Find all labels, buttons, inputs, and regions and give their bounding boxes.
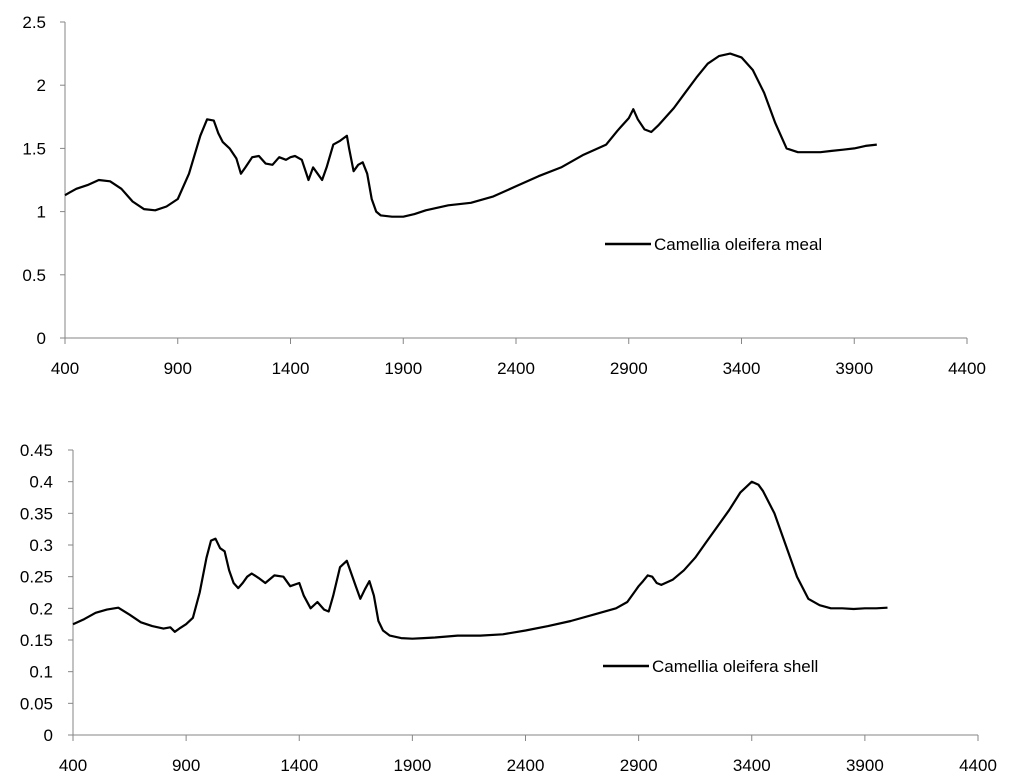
- y-tick-label: 0.4: [29, 473, 53, 492]
- legend-label: Camellia oleifera meal: [654, 235, 822, 254]
- y-tick-label: 0.2: [29, 599, 53, 618]
- legend: Camellia oleifera shell: [603, 657, 818, 676]
- y-tick-label: 0: [37, 329, 46, 348]
- x-tick-label: 3400: [723, 359, 761, 378]
- x-tick-label: 1400: [280, 756, 318, 775]
- y-tick-label: 0.3: [29, 536, 53, 555]
- x-tick-label: 3900: [835, 359, 873, 378]
- y-tick-label: 0: [44, 726, 53, 745]
- x-tick-label: 400: [51, 359, 79, 378]
- chart-shell: 0 0.05 0.1 0.15 0.2 0.25 0.3 0.35 0.4 0.45 400 900 1…: [20, 441, 997, 775]
- x-tick-label: 2400: [497, 359, 535, 378]
- x-tick-label: 2900: [620, 756, 658, 775]
- x-tick-label: 3400: [733, 756, 771, 775]
- x-tick-label: 900: [172, 756, 200, 775]
- series-line-0: [72, 480, 888, 640]
- x-tick-label: 4400: [948, 359, 986, 378]
- x-tick-label: 4400: [959, 756, 997, 775]
- y-tick-label: 1.5: [22, 139, 46, 158]
- y-tick-label: 2: [37, 76, 46, 95]
- y-tick-label: 2.5: [22, 13, 46, 32]
- y-tick-label: 1: [37, 203, 46, 222]
- x-tick-label: 2400: [507, 756, 545, 775]
- x-tick-label: 2900: [610, 359, 648, 378]
- y-tick-label: 0.25: [20, 568, 53, 587]
- y-tick-label: 0.45: [20, 441, 53, 460]
- x-tick-label: 1900: [393, 756, 431, 775]
- legend: Camellia oleifera meal: [605, 235, 822, 254]
- y-tick-label: 0.15: [20, 631, 53, 650]
- legend-label: Camellia oleifera shell: [652, 657, 818, 676]
- x-tick-label: 3900: [846, 756, 884, 775]
- series-line-0: [64, 52, 877, 218]
- y-tick-label: 0.1: [29, 663, 53, 682]
- y-tick-label: 0.5: [22, 266, 46, 285]
- y-tick-label: 0.05: [20, 694, 53, 713]
- x-tick-label: 1400: [272, 359, 310, 378]
- x-tick-label: 900: [164, 359, 192, 378]
- x-tick-label: 400: [59, 756, 87, 775]
- x-tick-label: 1900: [384, 359, 422, 378]
- chart-meal: 0 0.5 1 1.5 2 2.5 400 900 1400 1900 2400 2900 3400 39…: [22, 13, 986, 378]
- y-tick-label: 0.35: [20, 504, 53, 523]
